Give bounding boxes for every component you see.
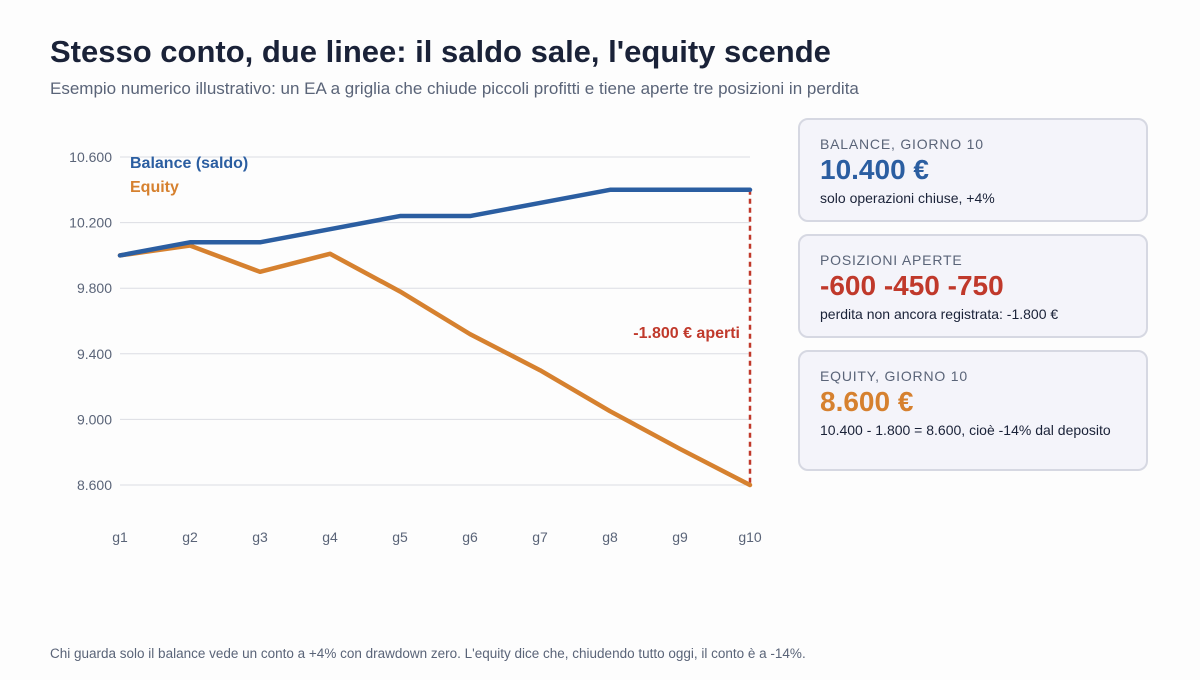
legend-balance: Balance (saldo) (130, 155, 248, 172)
x-tick-label: g4 (322, 529, 338, 545)
page-subtitle: Esempio numerico illustrativo: un EA a g… (50, 79, 859, 98)
y-tick-label: 9.800 (77, 280, 112, 296)
equity-card-value: 8.600 € (820, 386, 914, 417)
equity-card-label: EQUITY, GIORNO 10 (820, 368, 968, 384)
y-tick-label: 9.400 (77, 346, 112, 362)
equity-card: EQUITY, GIORNO 10 8.600 € 10.400 - 1.800… (798, 350, 1148, 471)
balance-card-label: BALANCE, GIORNO 10 (820, 136, 984, 152)
balance-card-value: 10.400 € (820, 154, 929, 185)
page-title: Stesso conto, due linee: il saldo sale, … (50, 34, 831, 69)
balance-line (117, 187, 753, 258)
grid-layer (120, 156, 750, 486)
open-positions-card: POSIZIONI APERTE -600 -450 -750 perdita … (798, 234, 1148, 338)
x-tick-label: g9 (672, 529, 688, 545)
open-positions-card-note: perdita non ancora registrata: -1.800 € (820, 306, 1059, 322)
x-tick-label: g8 (602, 529, 618, 545)
y-tick-label: 10.200 (69, 215, 112, 231)
y-axis-ticks: 8.600 9.000 9.400 9.800 10.200 10.600 (69, 149, 112, 493)
legend: Balance (saldo) Equity (130, 155, 248, 196)
annotation-layer: -1.800 € aperti (633, 189, 752, 485)
x-tick-label: g7 (532, 529, 548, 545)
y-tick-label: 10.600 (69, 149, 112, 165)
legend-equity: Equity (130, 179, 179, 196)
y-tick-label: 8.600 (77, 477, 112, 493)
balance-card-note: solo operazioni chiuse, +4% (820, 190, 995, 206)
x-tick-label: g1 (112, 529, 128, 545)
series-layer (117, 187, 753, 488)
x-tick-label: g10 (738, 529, 762, 545)
x-tick-label: g6 (462, 529, 478, 545)
x-axis-ticks: g1 g2 g3 g4 g5 g6 g7 g8 g9 g10 (112, 529, 762, 545)
footer-note: Chi guarda solo il balance vede un conto… (50, 646, 806, 661)
balance-card: BALANCE, GIORNO 10 10.400 € solo operazi… (798, 118, 1148, 222)
open-positions-card-label: POSIZIONI APERTE (820, 252, 963, 268)
equity-card-note: 10.400 - 1.800 = 8.600, cioè -14% dal de… (820, 422, 1111, 438)
x-tick-label: g3 (252, 529, 268, 545)
x-tick-label: g5 (392, 529, 408, 545)
y-tick-label: 9.000 (77, 411, 112, 427)
x-tick-label: g2 (182, 529, 198, 545)
open-positions-card-value: -600 -450 -750 (820, 270, 1004, 301)
open-loss-annotation: -1.800 € aperti (633, 325, 740, 342)
equity-line (117, 243, 753, 488)
